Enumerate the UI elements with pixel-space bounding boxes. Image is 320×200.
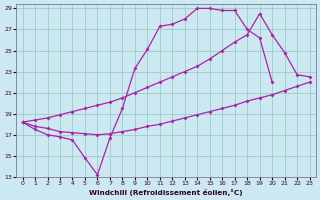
X-axis label: Windchill (Refroidissement éolien,°C): Windchill (Refroidissement éolien,°C) — [89, 189, 243, 196]
